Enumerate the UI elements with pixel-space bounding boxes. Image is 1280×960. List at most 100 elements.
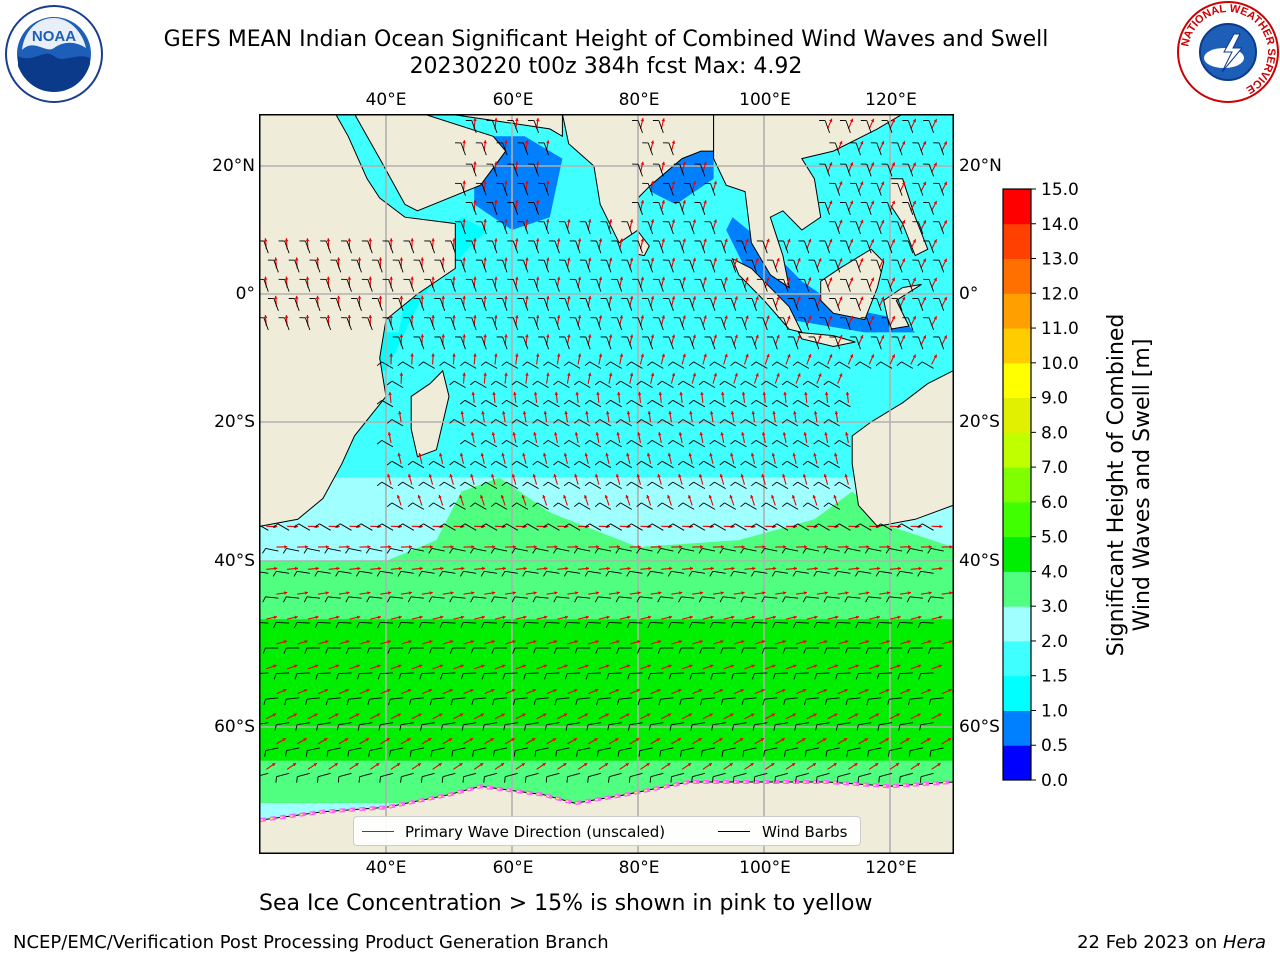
wind-barb (814, 298, 820, 311)
wind-barb (712, 772, 726, 778)
wave-arrow-head (917, 664, 922, 668)
wind-barb (734, 361, 747, 369)
wind-barb-flag (781, 548, 786, 554)
wind-barb (421, 621, 435, 624)
wave-arrow-head (500, 763, 505, 767)
wind-barb (693, 399, 706, 408)
wind-barb-flag (511, 502, 517, 508)
wind-barb (910, 547, 923, 552)
wind-barb (259, 524, 269, 531)
wave-arrow-head (368, 315, 373, 318)
wind-barb-flag (376, 440, 383, 445)
wind-barb (720, 317, 727, 331)
wave-arrow-head (544, 615, 548, 620)
wave-arrow-head (294, 295, 299, 299)
wind-barb (557, 460, 570, 469)
wind-barb (910, 747, 923, 752)
wave-arrow-head (808, 354, 812, 358)
wind-barb-flag (792, 399, 798, 405)
wind-barb (423, 361, 435, 369)
wave-arrow-head (829, 277, 833, 281)
wind-barb (515, 547, 528, 552)
wind-barb (859, 523, 872, 531)
wave-arrow-head (713, 296, 717, 300)
wave-arrow-head (689, 664, 693, 668)
wave-arrow-head (668, 664, 672, 668)
wind-barb-flag (470, 502, 476, 508)
wind-barb (535, 747, 549, 752)
wind-barb-flag (667, 523, 674, 528)
wave-arrow-head (849, 315, 854, 320)
wave-arrow-head (575, 591, 579, 595)
wave-arrow-head (845, 545, 849, 549)
wind-barb (495, 380, 508, 388)
wind-barb-flag (898, 724, 901, 731)
wind-barb (671, 772, 685, 778)
wind-barb (775, 722, 789, 726)
wave-arrow-head (615, 474, 620, 478)
wave-arrow-head (741, 545, 745, 549)
wind-barb (754, 772, 768, 778)
wave-arrow-head (462, 180, 466, 184)
wind-barb (703, 502, 716, 510)
wave-arrow-head (494, 315, 498, 319)
wind-barb (304, 279, 311, 292)
wave-arrow-head (294, 566, 298, 571)
colorbar-tick-label: 8.0 (1041, 423, 1068, 443)
colorbar-tick-label: 4.0 (1041, 562, 1068, 582)
wind-barb-flag (501, 622, 506, 629)
wind-barb-flag (605, 361, 611, 367)
wind-barb (681, 596, 695, 599)
wind-barb-flag (543, 571, 547, 577)
wind-barb-flag (700, 699, 703, 706)
wind-barb (762, 317, 768, 331)
wind-barb-flag (667, 481, 674, 487)
wind-barb (546, 570, 560, 574)
wind-barb-flag (533, 699, 537, 706)
left-lat-label-0: 0° (235, 284, 255, 304)
wave-arrow-head (713, 257, 717, 262)
wind-barb (327, 697, 341, 700)
wind-barb (671, 570, 685, 574)
wind-barb (587, 621, 601, 624)
wave-arrow-head (844, 640, 849, 644)
wind-barb-flag (730, 440, 736, 445)
wind-barb (452, 747, 466, 752)
wind-barb (474, 419, 487, 427)
colorbar: 0.00.51.01.52.03.04.05.06.07.08.09.010.0… (1002, 180, 1079, 790)
wind-barb-flag (927, 548, 932, 554)
wind-barb (938, 298, 945, 311)
wave-arrow-head (803, 591, 807, 595)
wind-barb (745, 419, 757, 427)
wind-barb (651, 523, 664, 531)
wave-arrow-head (650, 140, 655, 144)
wind-barb-flag (460, 361, 466, 367)
wave-arrow-head (750, 453, 755, 457)
wave-arrow-head (471, 545, 475, 549)
wave-arrow-head (375, 763, 380, 767)
wind-barb (693, 361, 706, 369)
wave-arrow-head (452, 315, 456, 319)
wave-arrow-head (567, 257, 571, 261)
wind-barb (401, 772, 414, 778)
wave-arrow-head (617, 545, 620, 549)
wind-barb-flag (511, 548, 516, 554)
wind-barb (277, 523, 290, 531)
wind-barb-flag (460, 440, 466, 445)
wave-arrow-head (762, 591, 766, 595)
wind-barb-flag (814, 673, 818, 680)
wave-arrow-head (564, 615, 569, 620)
wind-barb-flag (533, 647, 537, 654)
wind-barb (668, 336, 674, 350)
wind-barb (668, 298, 674, 311)
wind-barb (273, 260, 279, 273)
wave-arrow-head (949, 545, 953, 549)
wave-arrow-head (608, 334, 613, 338)
wave-arrow-head (661, 276, 665, 281)
wind-barb-flag (906, 596, 911, 603)
wind-barb (712, 621, 726, 624)
wind-barb (346, 317, 352, 331)
wave-arrow-head (515, 315, 519, 319)
wave-arrow-head (356, 615, 361, 620)
wind-barb (494, 747, 508, 752)
